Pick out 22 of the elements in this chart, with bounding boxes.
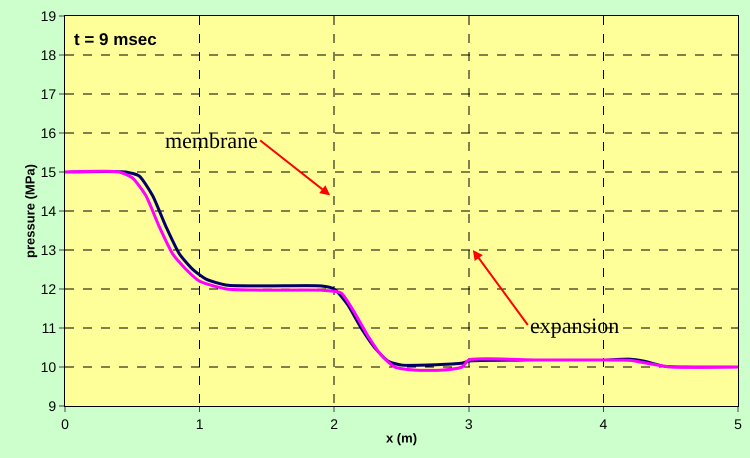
- x-tick-label: 5: [734, 416, 742, 432]
- x-tick-label: 4: [600, 416, 608, 432]
- y-tick-label: 16: [40, 124, 56, 141]
- annotation: membrane: [165, 128, 258, 153]
- y-tick-label: 18: [40, 46, 56, 63]
- x-tick-label: 2: [330, 416, 338, 432]
- x-axis-title: x (m): [386, 430, 418, 446]
- y-tick-label: 14: [40, 202, 56, 219]
- x-tick-label: 1: [196, 416, 204, 432]
- x-tick-label: 0: [61, 416, 70, 432]
- annotation: expansion: [530, 313, 620, 338]
- y-tick-label: 9: [48, 398, 56, 414]
- y-tick-label: 13: [40, 242, 56, 258]
- y-tick-label: 11: [42, 320, 56, 336]
- y-tick-label: 10: [40, 358, 56, 375]
- y-tick-label: 17: [40, 86, 56, 102]
- y-axis-title: pressure (MPa): [22, 164, 38, 258]
- y-tick-label: 19: [40, 8, 56, 24]
- y-tick-label: 12: [40, 280, 56, 297]
- y-tick-label: 15: [40, 164, 56, 180]
- annotation: t = 9 msec: [74, 30, 157, 49]
- x-tick-label: 3: [464, 416, 473, 432]
